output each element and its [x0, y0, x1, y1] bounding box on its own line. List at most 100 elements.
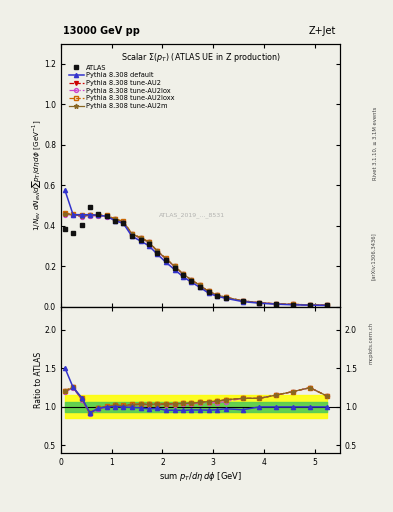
ATLAS [155, 250, 160, 256]
Line: ATLAS: ATLAS [62, 205, 329, 308]
Pythia 8.308 tune-AU2m [62, 210, 67, 217]
Pythia 8.308 tune-AU2lox [96, 213, 101, 219]
Pythia 8.308 tune-AU2m [274, 301, 278, 307]
Pythia 8.308 tune-AU2m [121, 219, 126, 225]
Pythia 8.308 tune-AU2m [324, 302, 329, 308]
ATLAS [138, 237, 143, 243]
Pythia 8.308 tune-AU2loxx [240, 297, 245, 304]
Pythia 8.308 tune-AU2lox [155, 248, 160, 254]
Pythia 8.308 tune-AU2lox [146, 239, 151, 245]
Pythia 8.308 tune-AU2loxx [146, 239, 151, 245]
Line: Pythia 8.308 tune-AU2m: Pythia 8.308 tune-AU2m [62, 211, 329, 308]
Pythia 8.308 tune-AU2lox [189, 277, 194, 283]
Pythia 8.308 tune-AU2lox [172, 264, 177, 270]
X-axis label: sum $p_T/d\eta\, d\phi$ [GeV]: sum $p_T/d\eta\, d\phi$ [GeV] [159, 470, 242, 483]
Pythia 8.308 tune-AU2 [240, 297, 245, 304]
Pythia 8.308 tune-AU2loxx [121, 218, 126, 224]
Pythia 8.308 tune-AU2 [163, 255, 168, 262]
Pythia 8.308 tune-AU2m [198, 282, 202, 288]
ATLAS [121, 220, 126, 226]
Pythia 8.308 tune-AU2loxx [257, 300, 262, 306]
Pythia 8.308 tune-AU2lox [163, 256, 168, 262]
Pythia 8.308 default [181, 274, 185, 280]
Pythia 8.308 tune-AU2 [257, 300, 262, 306]
ATLAS [224, 295, 228, 301]
Pythia 8.308 tune-AU2lox [257, 300, 262, 306]
ATLAS [181, 272, 185, 279]
Pythia 8.308 tune-AU2lox [224, 294, 228, 301]
Pythia 8.308 default [71, 211, 75, 218]
Pythia 8.308 tune-AU2lox [130, 231, 134, 238]
ATLAS [215, 293, 220, 299]
Pythia 8.308 default [206, 290, 211, 296]
Pythia 8.308 tune-AU2loxx [130, 230, 134, 237]
Text: ATLAS_2019_..._8531: ATLAS_2019_..._8531 [159, 212, 225, 218]
Text: Rivet 3.1.10, ≥ 3.1M events: Rivet 3.1.10, ≥ 3.1M events [373, 106, 378, 180]
Pythia 8.308 default [240, 298, 245, 305]
Pythia 8.308 tune-AU2loxx [198, 282, 202, 288]
ATLAS [308, 302, 312, 308]
Pythia 8.308 tune-AU2lox [291, 302, 296, 308]
Pythia 8.308 tune-AU2m [163, 255, 168, 262]
ATLAS [198, 284, 202, 290]
Pythia 8.308 tune-AU2m [206, 288, 211, 294]
Pythia 8.308 default [163, 259, 168, 265]
Pythia 8.308 tune-AU2 [62, 210, 67, 217]
Pythia 8.308 tune-AU2m [113, 216, 118, 222]
Pythia 8.308 tune-AU2m [79, 213, 84, 219]
Pythia 8.308 tune-AU2loxx [163, 255, 168, 262]
Pythia 8.308 default [79, 211, 84, 218]
Pythia 8.308 default [113, 218, 118, 224]
Pythia 8.308 tune-AU2 [189, 277, 194, 283]
Pythia 8.308 default [215, 293, 220, 300]
Pythia 8.308 tune-AU2m [71, 211, 75, 218]
Pythia 8.308 tune-AU2loxx [308, 302, 312, 308]
Line: Pythia 8.308 default: Pythia 8.308 default [63, 188, 329, 308]
Text: mcplots.cern.ch: mcplots.cern.ch [369, 322, 374, 364]
Pythia 8.308 tune-AU2loxx [138, 234, 143, 241]
Pythia 8.308 tune-AU2lox [71, 212, 75, 218]
Pythia 8.308 default [224, 295, 228, 302]
ATLAS [274, 301, 278, 307]
Line: Pythia 8.308 tune-AU2lox: Pythia 8.308 tune-AU2lox [63, 212, 329, 307]
Pythia 8.308 tune-AU2 [121, 219, 126, 225]
Text: [arXiv:1306.3436]: [arXiv:1306.3436] [371, 232, 376, 280]
Pythia 8.308 tune-AU2 [291, 302, 296, 308]
Pythia 8.308 tune-AU2m [88, 212, 92, 218]
Pythia 8.308 tune-AU2lox [62, 211, 67, 218]
Pythia 8.308 default [198, 284, 202, 290]
Pythia 8.308 tune-AU2lox [181, 271, 185, 278]
Pythia 8.308 tune-AU2lox [206, 289, 211, 295]
Pythia 8.308 tune-AU2 [308, 302, 312, 308]
Pythia 8.308 tune-AU2 [71, 211, 75, 218]
Pythia 8.308 tune-AU2loxx [291, 302, 296, 308]
Pythia 8.308 tune-AU2lox [324, 302, 329, 308]
ATLAS [257, 300, 262, 306]
Pythia 8.308 default [104, 213, 109, 219]
ATLAS [113, 218, 118, 224]
Y-axis label: $1/N_{ev}\ dN_{ev}/d\!\sum\! p_T/d\eta\, d\phi\ $[GeV$^{-1}$]: $1/N_{ev}\ dN_{ev}/d\!\sum\! p_T/d\eta\,… [29, 119, 42, 231]
Pythia 8.308 default [96, 212, 101, 218]
ATLAS [206, 289, 211, 295]
Pythia 8.308 default [324, 303, 329, 309]
Pythia 8.308 tune-AU2loxx [71, 211, 75, 217]
Pythia 8.308 tune-AU2 [172, 263, 177, 269]
ATLAS [79, 222, 84, 228]
ATLAS [189, 278, 194, 284]
Pythia 8.308 tune-AU2 [88, 212, 92, 218]
Pythia 8.308 tune-AU2loxx [62, 210, 67, 216]
Pythia 8.308 default [308, 302, 312, 308]
ATLAS [71, 230, 75, 237]
Pythia 8.308 tune-AU2 [324, 302, 329, 308]
Pythia 8.308 tune-AU2 [206, 288, 211, 294]
ATLAS [291, 302, 296, 308]
Pythia 8.308 tune-AU2m [138, 235, 143, 241]
Pythia 8.308 tune-AU2m [104, 213, 109, 219]
Pythia 8.308 tune-AU2lox [104, 214, 109, 220]
Pythia 8.308 tune-AU2lox [138, 236, 143, 242]
Pythia 8.308 tune-AU2loxx [96, 211, 101, 218]
ATLAS [88, 204, 92, 210]
Pythia 8.308 tune-AU2loxx [324, 302, 329, 308]
Pythia 8.308 tune-AU2 [155, 248, 160, 254]
Pythia 8.308 tune-AU2lox [113, 217, 118, 223]
